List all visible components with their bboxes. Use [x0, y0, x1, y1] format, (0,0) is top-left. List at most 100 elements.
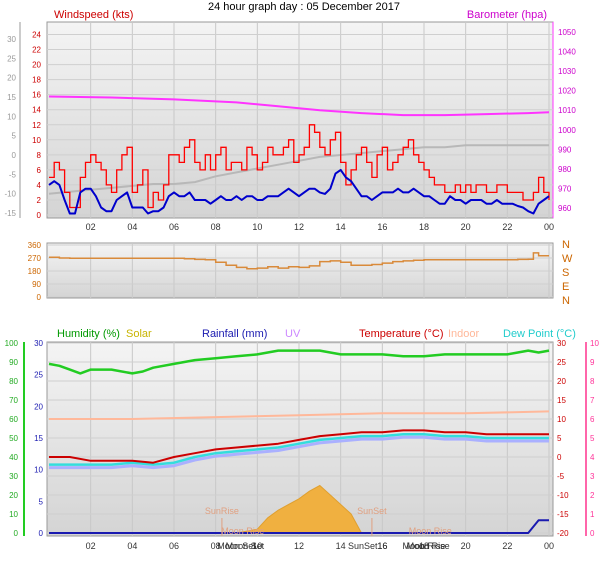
temp-right-y-tick-label: -20: [557, 529, 569, 538]
humidity-label: Humidity (%): [57, 328, 120, 340]
temp-x-tick-label: 04: [127, 541, 137, 551]
baro-y-tick-label: 970: [558, 185, 572, 194]
baro-y-tick-label: 980: [558, 165, 572, 174]
sun-moon-annotation: Moon Rise: [407, 541, 450, 551]
compass-label: E: [562, 281, 569, 293]
sun-moon-annotation: Moon Set: [226, 541, 265, 551]
wind-x-tick-label: 10: [252, 222, 262, 232]
temp-outer-y-tick-label: 10: [7, 112, 16, 121]
wind-y-tick-label: 16: [32, 91, 41, 100]
wind-x-tick-label: 20: [461, 222, 471, 232]
baro-y-tick-label: 960: [558, 204, 572, 213]
dir-y-tick-label: 270: [28, 254, 42, 263]
wind-x-tick-label: 18: [419, 222, 429, 232]
temp-x-tick-label: 20: [461, 541, 471, 551]
humidity-y-tick-label: 60: [9, 415, 18, 424]
humidity-y-tick-label: 30: [9, 472, 18, 481]
rain-y-tick-label: 20: [34, 402, 43, 411]
rain-y-tick-label: 15: [34, 434, 43, 443]
temp-x-tick-label: 08: [211, 541, 221, 551]
uv-y-tick-label: 6: [590, 415, 595, 424]
sun-moon-annotation: Moon Rise: [409, 526, 452, 536]
solar-label: Solar: [126, 328, 152, 340]
dir-y-tick-label: 0: [37, 293, 42, 302]
dir-y-tick-label: 180: [28, 267, 42, 276]
temp-outer-y-tick-label: 0: [12, 151, 17, 160]
wind-x-tick-label: 02: [86, 222, 96, 232]
humidity-y-tick-label: 20: [9, 491, 18, 500]
wind-y-tick-label: 20: [32, 61, 41, 70]
temp-x-tick-label: 12: [294, 541, 304, 551]
wind-y-tick-label: 22: [32, 46, 41, 55]
temp-outer-y-tick-label: 30: [7, 35, 16, 44]
rain-y-tick-label: 5: [39, 497, 44, 506]
dir-y-tick-label: 90: [32, 280, 41, 289]
temperature-label: Temperature (°C): [359, 328, 443, 340]
solar-area: [236, 484, 363, 534]
humidity-y-tick-label: 100: [5, 339, 19, 348]
temp-x-tick-label: 06: [169, 541, 179, 551]
wind-x-tick-label: 08: [211, 222, 221, 232]
baro-y-tick-label: 1010: [558, 106, 576, 115]
temp-right-y-tick-label: 0: [557, 453, 562, 462]
temp-x-tick-label: 16: [377, 541, 387, 551]
wind-y-tick-label: 24: [32, 31, 41, 40]
humidity-line: [48, 349, 550, 375]
wind-y-tick-label: 10: [32, 136, 41, 145]
temp-right-y-tick-label: 25: [557, 358, 566, 367]
wind-y-tick-label: 6: [37, 166, 42, 175]
uv-y-tick-label: 1: [590, 510, 595, 519]
temp-x-tick-label: 00: [544, 541, 554, 551]
temp-x-tick-label: 10: [252, 541, 262, 551]
sun-moon-annotation: Moon Set: [217, 541, 256, 551]
temp-outer-y-tick-label: 20: [7, 74, 16, 83]
rainfall-label: Rainfall (mm): [202, 328, 267, 340]
temperature-line: [49, 429, 549, 464]
wind-y-tick-label: 18: [32, 76, 41, 85]
uv-y-tick-label: 7: [590, 396, 595, 405]
compass-label: S: [562, 267, 569, 279]
sun-moon-annotation: Moon Rise: [402, 541, 445, 551]
wind-direction-line: [49, 252, 549, 270]
rain-y-tick-label: 30: [34, 339, 43, 348]
indoor-label: Indoor: [448, 328, 480, 340]
wind-y-tick-label: 2: [37, 196, 42, 205]
temp-outer-y-tick-label: -5: [9, 170, 17, 179]
wind-gust-line: [49, 124, 550, 209]
temp-x-tick-label: 18: [419, 541, 429, 551]
wind-x-tick-label: 22: [502, 222, 512, 232]
wind-x-tick-label: 06: [169, 222, 179, 232]
uv-label: UV: [285, 328, 301, 340]
sun-moon-annotation: SunSet16: [348, 541, 388, 551]
uv-y-tick-label: 2: [590, 491, 595, 500]
temp-outer-y-tick-label: -10: [4, 190, 16, 199]
wind-y-tick-label: 12: [32, 121, 41, 130]
baro-y-tick-label: 1040: [558, 47, 576, 56]
temp-outer-y-tick-label: 25: [7, 54, 16, 63]
uv-y-tick-label: 8: [590, 377, 595, 386]
uv-y-tick-label: 5: [590, 434, 595, 443]
rain-y-tick-label: 0: [39, 529, 44, 538]
temp-right-y-tick-label: 20: [557, 377, 566, 386]
temp-right-y-tick-label: -15: [557, 510, 569, 519]
wind-x-tick-label: 16: [377, 222, 387, 232]
uv-y-tick-label: 3: [590, 472, 595, 481]
humidity-y-tick-label: 40: [9, 453, 18, 462]
compass-label: W: [562, 253, 573, 265]
compass-label: N: [562, 295, 570, 307]
temp-right-y-tick-label: -10: [557, 491, 569, 500]
baro-y-tick-label: 1000: [558, 126, 576, 135]
wind-y-tick-label: 8: [37, 151, 42, 160]
humidity-y-tick-label: 10: [9, 510, 18, 519]
wind-y-tick-label: 4: [37, 181, 42, 190]
temp-x-tick-label: 02: [86, 541, 96, 551]
humidity-y-tick-label: 90: [9, 358, 18, 367]
temp-outer-y-tick-label: 15: [7, 93, 16, 102]
humidity-y-tick-label: 80: [9, 377, 18, 386]
uv-y-tick-label: 4: [590, 453, 595, 462]
temp-right-y-tick-label: 10: [557, 415, 566, 424]
sun-moon-annotation: SunSet: [357, 506, 387, 516]
wind-x-tick-label: 12: [294, 222, 304, 232]
wind-chill-line: [49, 435, 549, 470]
